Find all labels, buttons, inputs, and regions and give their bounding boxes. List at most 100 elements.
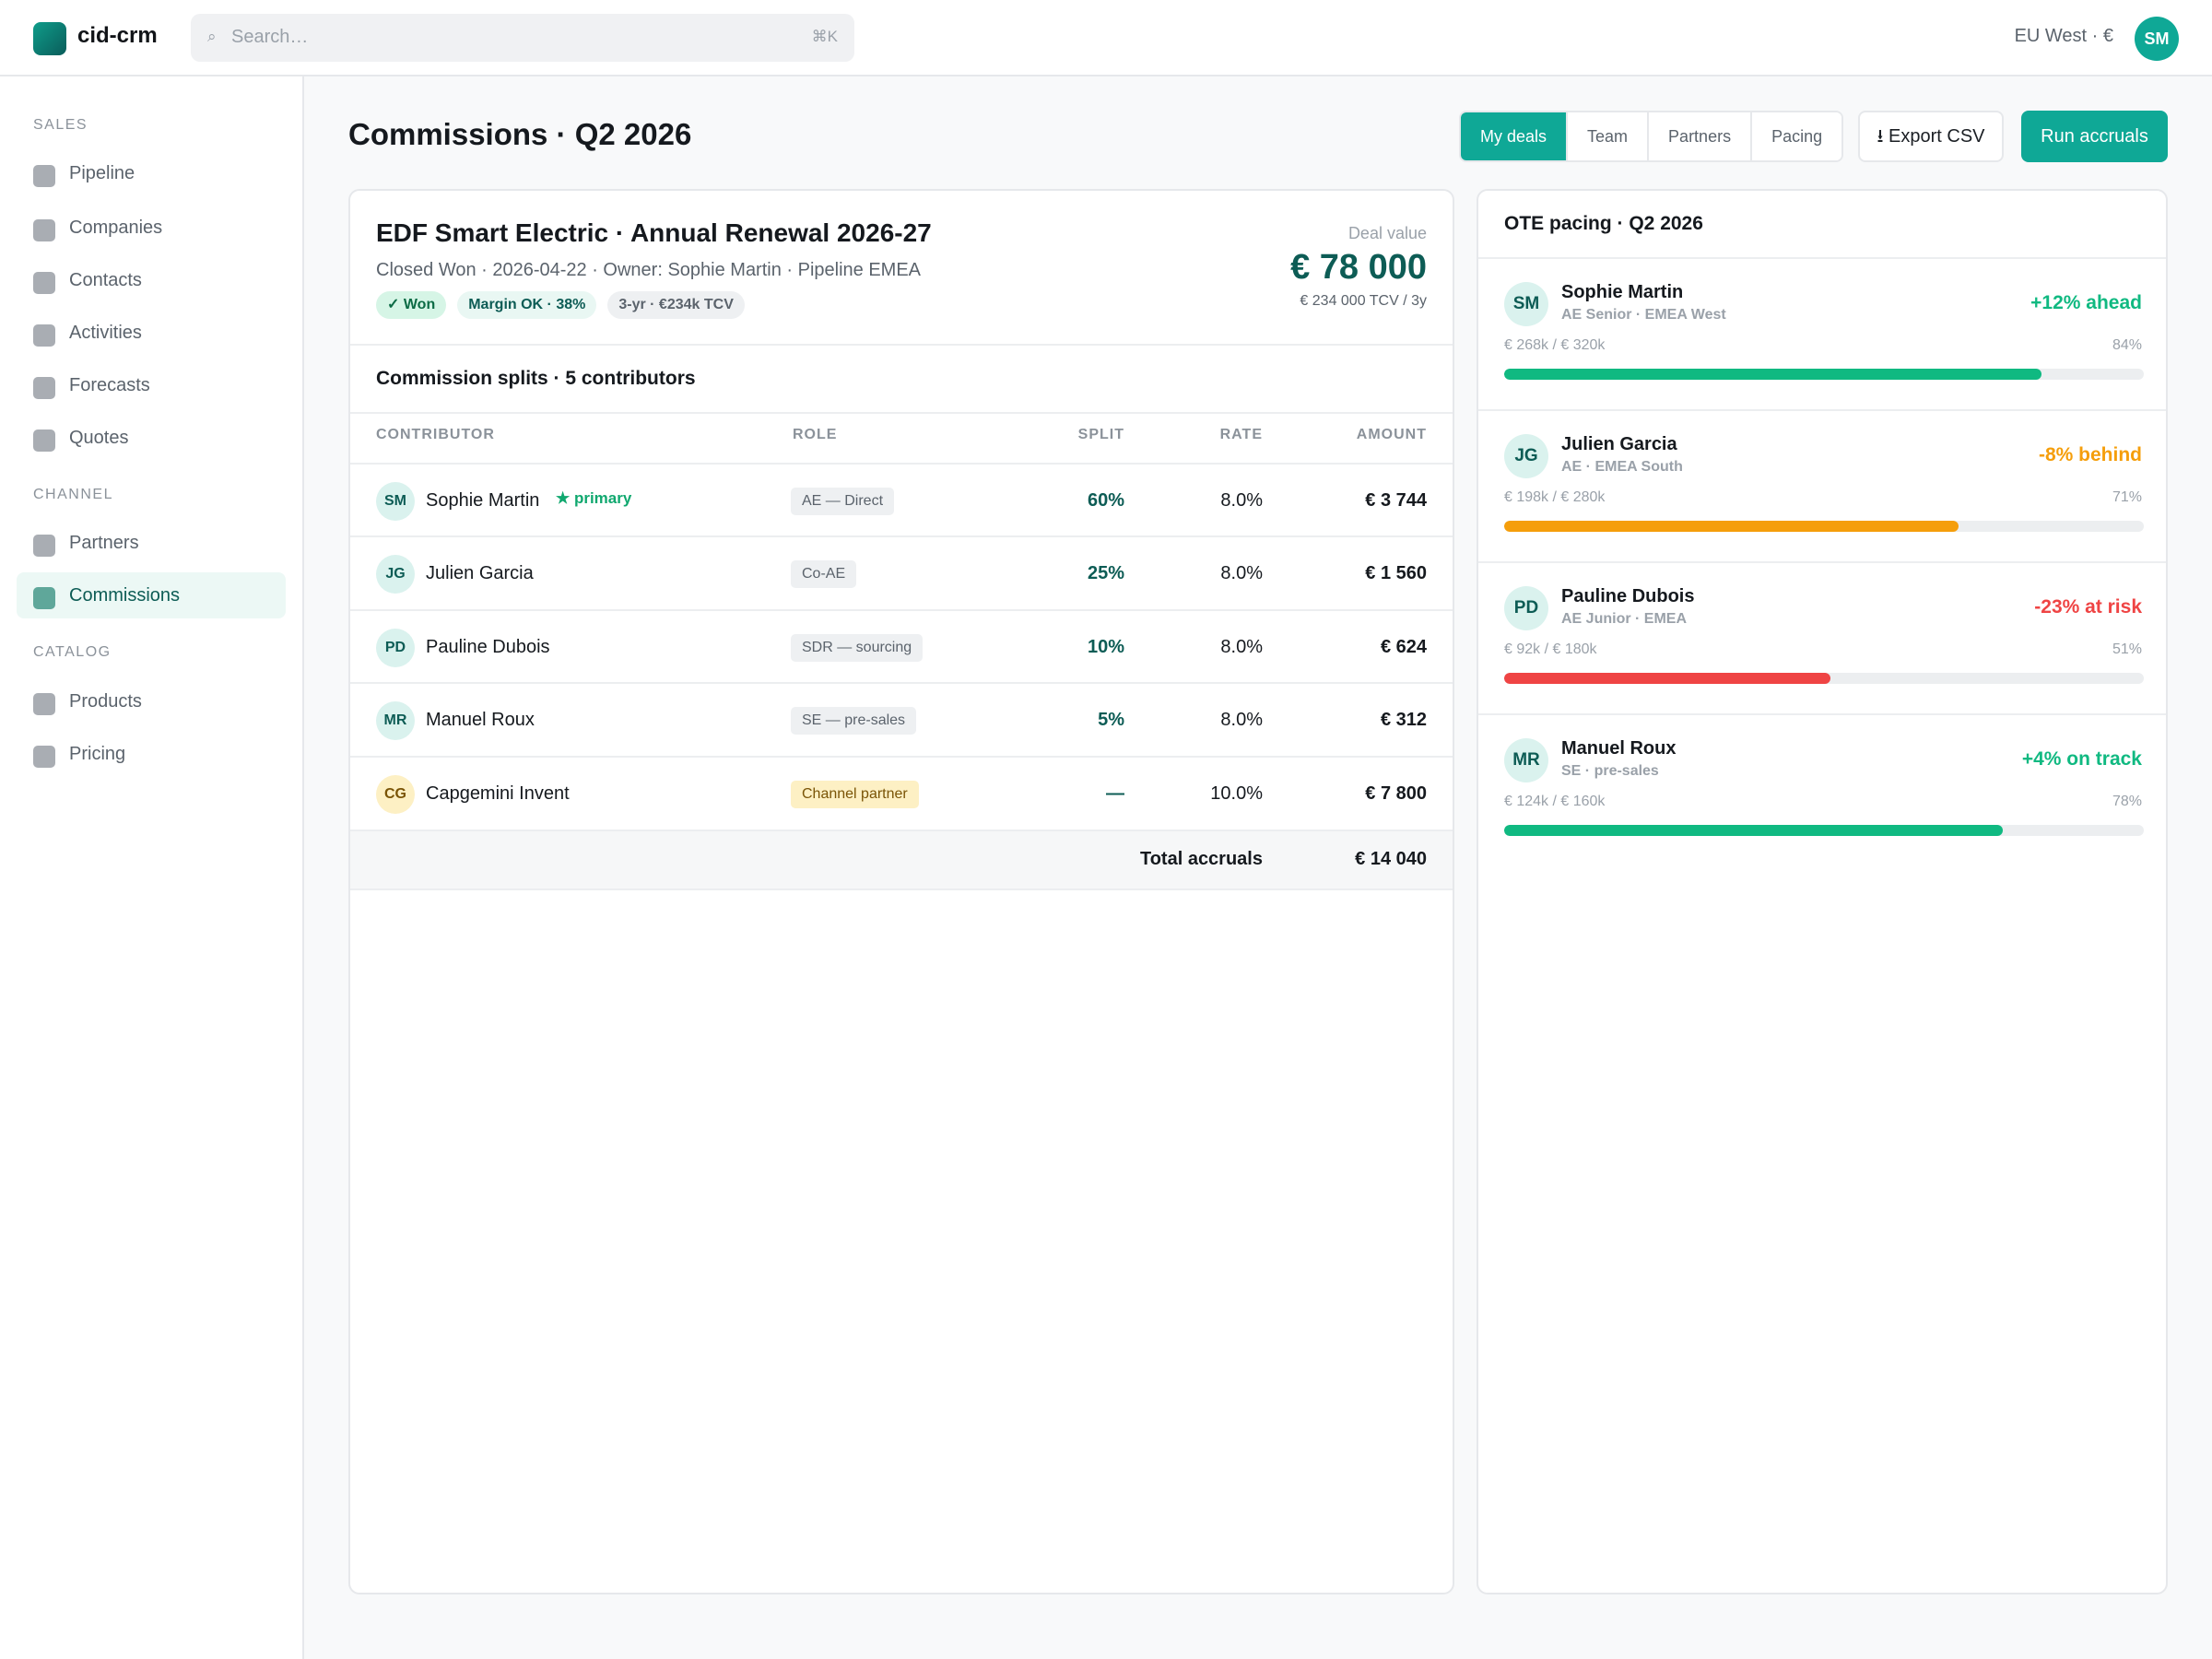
attainment: € 92k / € 180k bbox=[1504, 641, 1597, 657]
progress-track bbox=[1504, 825, 2144, 836]
sidebar-item-contacts[interactable]: Contacts bbox=[17, 257, 286, 303]
attainment: € 124k / € 160k bbox=[1504, 794, 1606, 809]
table-row[interactable]: MR Manuel Roux SE — pre-sales 5% 8.0% € … bbox=[350, 682, 1453, 756]
tab-pacing[interactable]: Pacing bbox=[1752, 112, 1842, 160]
search-input[interactable]: ⌕ Search… ⌘K bbox=[191, 14, 854, 62]
export-csv-button[interactable]: ⭳ Export CSV bbox=[1858, 111, 2004, 162]
rate-value: 8.0% bbox=[1220, 710, 1263, 730]
sidebar-item-partners[interactable]: Partners bbox=[17, 520, 286, 566]
split-value: 5% bbox=[1098, 710, 1124, 730]
pipeline-icon bbox=[33, 165, 55, 187]
pacing-status: +4% on track bbox=[2021, 748, 2142, 770]
sidebar-item-label: Contacts bbox=[69, 270, 142, 290]
avatar: MR bbox=[376, 701, 415, 740]
sidebar-item-forecasts[interactable]: Forecasts bbox=[17, 362, 286, 408]
commissions-icon bbox=[33, 587, 55, 609]
sidebar-item-label: Partners bbox=[69, 533, 139, 553]
sidebar-item-products[interactable]: Products bbox=[17, 678, 286, 724]
column-header-rate[interactable]: RATE bbox=[1219, 427, 1263, 442]
progress-fill bbox=[1504, 369, 2041, 380]
sidebar-item-quotes[interactable]: Quotes bbox=[17, 415, 286, 461]
avatar: MR bbox=[1504, 738, 1548, 782]
sidebar-item-label: Quotes bbox=[69, 428, 129, 448]
divider bbox=[350, 344, 1453, 346]
tcv-badge: 3-yr · €234k TCV bbox=[607, 291, 745, 319]
pacing-item[interactable]: JG Julien Garcia AE · EMEA South -8% beh… bbox=[1478, 409, 2166, 561]
tab-my-deals[interactable]: My deals bbox=[1461, 112, 1569, 160]
page-title: Commissions · Q2 2026 bbox=[348, 117, 692, 151]
app-logo-icon[interactable] bbox=[33, 22, 66, 55]
pricing-icon bbox=[33, 746, 55, 768]
split-value: 25% bbox=[1087, 563, 1124, 583]
progress-fill bbox=[1504, 825, 2004, 836]
progress-track bbox=[1504, 673, 2144, 684]
splits-title: Commission splits · 5 contributors bbox=[376, 368, 696, 389]
search-placeholder: Search… bbox=[231, 27, 309, 47]
contributor-name: Sophie Martin bbox=[426, 490, 540, 511]
rate-value: 8.0% bbox=[1220, 563, 1263, 583]
sidebar-item-commissions[interactable]: Commissions bbox=[17, 572, 286, 618]
column-header-role[interactable]: ROLE bbox=[793, 427, 838, 442]
deal-value: € 78 000 bbox=[1290, 248, 1427, 287]
split-value: — bbox=[1106, 783, 1124, 804]
sidebar-item-label: Companies bbox=[69, 218, 163, 238]
search-icon: ⌕ bbox=[207, 28, 217, 45]
attainment-percent: 78% bbox=[2112, 794, 2142, 809]
table-row[interactable]: SM Sophie Martin ★ primary AE — Direct 6… bbox=[350, 463, 1453, 536]
pacing-item[interactable]: MR Manuel Roux SE · pre-sales +4% on tra… bbox=[1478, 713, 2166, 865]
total-label: Total accruals bbox=[1139, 849, 1263, 869]
split-value: 60% bbox=[1087, 490, 1124, 511]
table-row[interactable]: CG Capgemini Invent Channel partner — 10… bbox=[350, 756, 1453, 830]
pacing-status: +12% ahead bbox=[2030, 292, 2142, 313]
attainment-percent: 71% bbox=[2112, 489, 2142, 505]
sidebar-item-label: Products bbox=[69, 691, 142, 712]
progress-fill bbox=[1504, 673, 1830, 684]
progress-track bbox=[1504, 369, 2144, 380]
rep-role: SE · pre-sales bbox=[1561, 763, 1659, 779]
role-chip: Co-AE bbox=[791, 560, 857, 588]
table-row[interactable]: JG Julien Garcia Co-AE 25% 8.0% € 1 560 bbox=[350, 535, 1453, 609]
app-name[interactable]: cid-crm bbox=[77, 23, 158, 48]
deal-tcv: € 234 000 TCV / 3y bbox=[1300, 293, 1427, 309]
sidebar-section-sales: SALES bbox=[33, 117, 88, 133]
margin-badge: Margin OK · 38% bbox=[457, 291, 597, 319]
sidebar-item-label: Commissions bbox=[69, 585, 181, 606]
partners-icon bbox=[33, 535, 55, 557]
user-avatar[interactable]: SM bbox=[2135, 17, 2179, 61]
contributor-name: Manuel Roux bbox=[426, 710, 535, 730]
amount-value: € 7 800 bbox=[1365, 783, 1427, 804]
deal-value-label: Deal value bbox=[1347, 224, 1427, 242]
contributor-name: Pauline Dubois bbox=[426, 637, 550, 657]
pacing-item[interactable]: PD Pauline Dubois AE Junior · EMEA -23% … bbox=[1478, 561, 2166, 713]
attainment-percent: 51% bbox=[2112, 641, 2142, 657]
sidebar-item-pipeline[interactable]: Pipeline bbox=[17, 150, 286, 196]
run-accruals-button[interactable]: Run accruals bbox=[2021, 111, 2168, 162]
quotes-icon bbox=[33, 429, 55, 452]
tab-partners[interactable]: Partners bbox=[1649, 112, 1753, 160]
pacing-item[interactable]: SM Sophie Martin AE Senior · EMEA West +… bbox=[1478, 257, 2166, 409]
pacing-status: -23% at risk bbox=[2034, 596, 2142, 618]
pacing-title: OTE pacing · Q2 2026 bbox=[1504, 213, 1703, 234]
rate-value: 8.0% bbox=[1220, 490, 1263, 511]
column-header-amount[interactable]: AMOUNT bbox=[1356, 427, 1427, 442]
avatar: JG bbox=[1504, 434, 1548, 478]
sidebar: SALES Pipeline Companies Contacts Activi… bbox=[0, 76, 304, 1659]
rep-name: Julien Garcia bbox=[1561, 434, 1677, 454]
total-value: € 14 040 bbox=[1355, 849, 1427, 869]
column-header-contributor[interactable]: CONTRIBUTOR bbox=[376, 427, 495, 442]
attainment-percent: 84% bbox=[2112, 337, 2142, 353]
sidebar-item-activities[interactable]: Activities bbox=[17, 310, 286, 356]
sidebar-section-channel: CHANNEL bbox=[33, 487, 113, 502]
role-chip: SDR — sourcing bbox=[791, 634, 924, 662]
sidebar-item-pricing[interactable]: Pricing bbox=[17, 731, 286, 777]
ote-pacing-card: OTE pacing · Q2 2026 SM Sophie Martin AE… bbox=[1477, 189, 2168, 1594]
sidebar-item-companies[interactable]: Companies bbox=[17, 205, 286, 251]
column-header-split[interactable]: SPLIT bbox=[1077, 427, 1124, 442]
region-currency-selector[interactable]: EU West · € bbox=[2014, 26, 2113, 46]
table-row[interactable]: PD Pauline Dubois SDR — sourcing 10% 8.0… bbox=[350, 609, 1453, 683]
rep-name: Pauline Dubois bbox=[1561, 586, 1695, 606]
rate-value: 8.0% bbox=[1220, 637, 1263, 657]
sidebar-item-label: Activities bbox=[69, 323, 142, 343]
tab-team[interactable]: Team bbox=[1568, 112, 1650, 160]
divider bbox=[350, 412, 1453, 414]
